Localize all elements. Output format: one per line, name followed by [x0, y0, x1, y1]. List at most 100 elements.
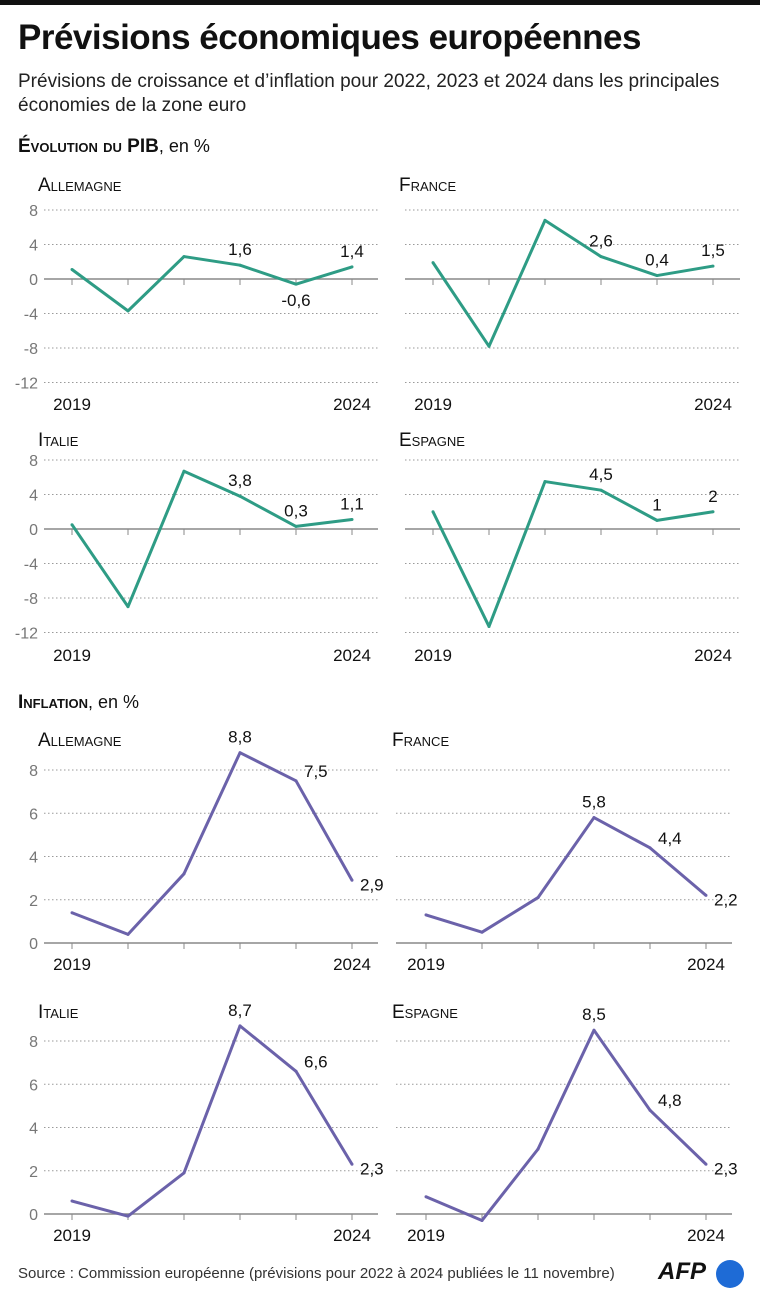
x-tick-label: 2019: [53, 646, 91, 665]
data-label: 8,8: [228, 728, 252, 747]
y-tick-label: 8: [29, 453, 38, 470]
y-tick-label: -8: [24, 341, 38, 358]
data-point: [704, 893, 708, 897]
data-point: [543, 480, 547, 484]
data-point: [599, 488, 603, 492]
x-tick-label: 2019: [407, 955, 445, 974]
data-point: [126, 1214, 130, 1218]
data-point: [424, 1195, 428, 1199]
data-label: 1,6: [228, 240, 252, 259]
x-tick-label: 2024: [687, 1226, 725, 1245]
y-tick-label: 0: [29, 272, 38, 289]
data-point: [350, 878, 354, 882]
data-label: 1: [652, 495, 661, 514]
panel-title: Allemagne: [38, 175, 122, 196]
data-point: [648, 846, 652, 850]
data-point: [536, 896, 540, 900]
data-point: [182, 469, 186, 473]
series-line: [70, 469, 353, 609]
panel-title: France: [399, 175, 456, 196]
data-point: [704, 1162, 708, 1166]
data-label: 4,5: [589, 465, 613, 484]
data-label: 2,2: [714, 890, 738, 909]
y-tick-label: 8: [29, 1034, 38, 1051]
data-label: 8,5: [582, 1005, 606, 1024]
series-line: [431, 218, 714, 348]
section-gdp: Évolution du PIB, en %: [18, 136, 210, 158]
data-label: -0,6: [281, 291, 310, 310]
data-point: [350, 1162, 354, 1166]
data-label: 3,8: [228, 471, 252, 490]
data-point: [487, 344, 491, 348]
series-line: [71, 255, 353, 313]
data-point: [711, 264, 715, 268]
data-point: [70, 523, 74, 527]
data-point: [543, 218, 547, 222]
data-point: [480, 1218, 484, 1222]
x-tick-label: 2019: [53, 1226, 91, 1245]
afp-logo: AFP: [658, 1258, 706, 1285]
data-point: [126, 605, 130, 609]
data-point: [350, 518, 354, 522]
y-tick-label: -12: [15, 376, 38, 393]
data-point: [294, 282, 298, 286]
y-tick-label: -8: [24, 591, 38, 608]
x-tick-label: 2024: [687, 955, 725, 974]
source-note: Source : Commission européenne (prévisio…: [18, 1265, 615, 1282]
data-point: [431, 261, 435, 265]
x-tick-label: 2019: [53, 955, 91, 974]
top-bar: [0, 0, 760, 5]
data-point: [126, 932, 130, 936]
y-tick-label: 2: [29, 893, 38, 910]
data-label: 2,3: [360, 1159, 384, 1178]
panel-title: France: [392, 730, 449, 751]
data-label: 5,8: [582, 793, 606, 812]
x-tick-label: 2024: [333, 955, 371, 974]
data-point: [599, 255, 603, 259]
y-tick-label: -12: [15, 626, 38, 643]
y-tick-label: 0: [29, 936, 38, 953]
panel-title: Italie: [38, 1002, 79, 1023]
panel-title: Allemagne: [38, 730, 122, 751]
y-tick-label: 4: [29, 238, 38, 255]
x-tick-label: 2019: [414, 395, 452, 414]
y-tick-label: 0: [29, 1207, 38, 1224]
data-point: [487, 624, 491, 628]
section-gdp-unit: , en %: [158, 136, 210, 156]
data-point: [711, 510, 715, 514]
panel-title: Espagne: [399, 430, 465, 451]
data-point: [70, 1199, 74, 1203]
data-point: [592, 816, 596, 820]
data-label: 1,4: [340, 242, 364, 261]
panel-title: Espagne: [392, 1002, 458, 1023]
y-tick-label: 8: [29, 763, 38, 780]
data-point: [424, 913, 428, 917]
y-tick-label: 4: [29, 1121, 38, 1138]
data-point: [70, 268, 74, 272]
series-line: [71, 1024, 354, 1218]
data-label: 2,3: [714, 1159, 738, 1178]
section-inflation: Inflation, en %: [18, 692, 139, 714]
data-point: [431, 510, 435, 514]
x-tick-label: 2024: [694, 646, 732, 665]
x-tick-label: 2019: [414, 646, 452, 665]
data-label: 4,8: [658, 1091, 682, 1110]
data-point: [238, 1024, 242, 1028]
y-tick-label: 8: [29, 203, 38, 220]
x-tick-label: 2024: [333, 646, 371, 665]
section-inflation-unit: , en %: [88, 692, 140, 712]
data-label: 0,4: [645, 251, 669, 270]
data-point: [350, 265, 354, 269]
data-label: 2,9: [360, 875, 384, 894]
afp-logo-dot: [716, 1260, 744, 1288]
data-label: 2: [708, 487, 717, 506]
x-tick-label: 2019: [407, 1226, 445, 1245]
data-point: [182, 872, 186, 876]
series-line: [431, 480, 714, 628]
data-point: [536, 1147, 540, 1151]
y-tick-label: 4: [29, 488, 38, 505]
data-point: [182, 1171, 186, 1175]
data-label: 8,7: [228, 1001, 252, 1020]
data-label: 4,4: [658, 829, 682, 848]
